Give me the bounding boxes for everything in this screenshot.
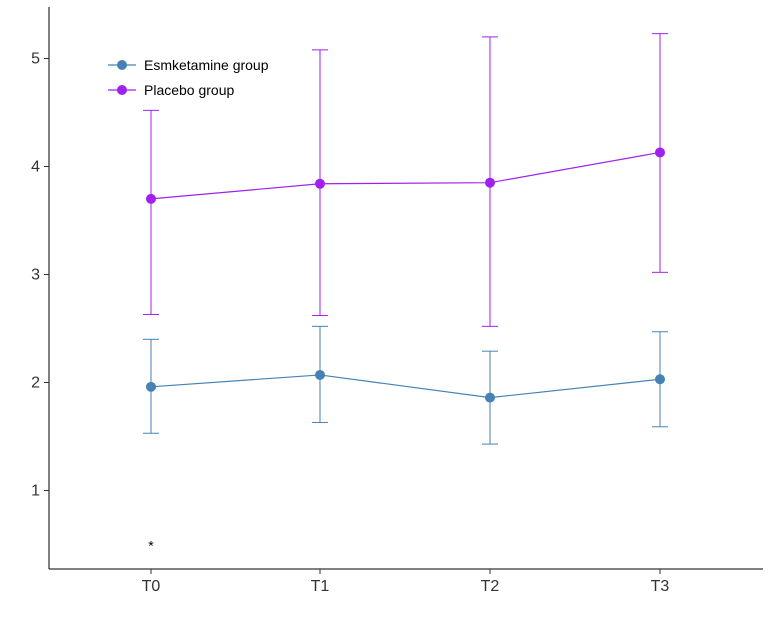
data-point xyxy=(146,193,156,204)
x-ticks: T0 T1 T2 T3 xyxy=(142,569,670,595)
series-0 xyxy=(143,325,668,445)
series-layer xyxy=(143,33,668,445)
series-line xyxy=(150,374,661,399)
legend-item: Esmketamine group xyxy=(108,57,269,73)
y-tick-label: 3 xyxy=(31,267,40,284)
legend: Esmketamine group Placebo group xyxy=(108,57,269,98)
legend-item: Placebo group xyxy=(108,82,235,98)
y-ticks: 1 2 3 4 5 xyxy=(31,51,49,500)
data-point xyxy=(485,177,495,188)
legend-marker xyxy=(117,60,127,70)
y-tick-label: 1 xyxy=(31,483,40,500)
data-point xyxy=(485,392,495,403)
y-tick-label: 4 xyxy=(31,159,40,176)
x-tick-label: T1 xyxy=(311,578,330,595)
data-point xyxy=(146,381,156,392)
data-point xyxy=(315,178,325,189)
x-tick-label: T0 xyxy=(142,578,161,595)
legend-marker xyxy=(117,85,127,95)
annotations-layer: * xyxy=(148,537,154,553)
series-1 xyxy=(143,33,668,327)
data-point xyxy=(655,374,665,385)
legend-label: Esmketamine group xyxy=(144,57,269,73)
significance-marker: * xyxy=(148,537,154,553)
data-point xyxy=(315,369,325,380)
x-tick-label: T3 xyxy=(651,578,670,595)
legend-label: Placebo group xyxy=(144,82,235,98)
axes xyxy=(48,7,763,570)
data-point xyxy=(655,147,665,158)
y-tick-label: 2 xyxy=(31,375,40,392)
x-tick-label: T2 xyxy=(481,578,500,595)
series-line xyxy=(150,151,661,200)
y-tick-label: 5 xyxy=(31,51,40,68)
